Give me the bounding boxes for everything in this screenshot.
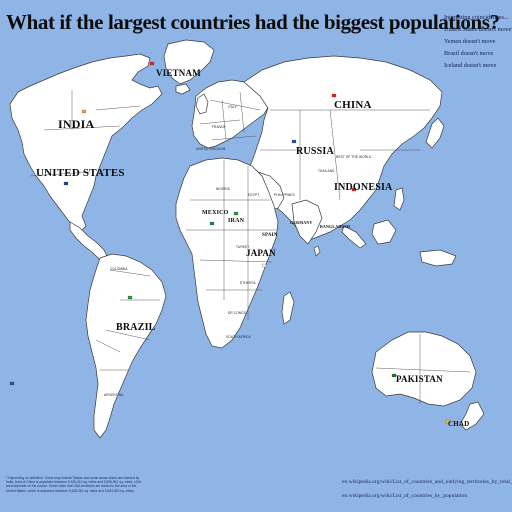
label-mexico: MEXICO bbox=[202, 210, 229, 216]
label-spain: SPAIN bbox=[262, 233, 278, 238]
label-iran: IRAN bbox=[228, 218, 245, 224]
label-france: FRANCE bbox=[212, 125, 226, 129]
flag-brazil bbox=[127, 295, 133, 300]
label-nigeria: NIGERIA bbox=[216, 187, 231, 191]
philippines-landmass bbox=[393, 187, 405, 211]
label-pakistan: PAKISTAN bbox=[396, 374, 443, 384]
label-congo: DR CONGO bbox=[228, 311, 247, 315]
label-south-africa: SOUTH AFRICA bbox=[226, 335, 252, 339]
europe-landmass bbox=[191, 79, 271, 149]
flag-pakistan bbox=[391, 373, 397, 378]
note-line: Brazil doesn't move bbox=[444, 50, 494, 57]
note-line: Yemen doesn't move bbox=[444, 38, 496, 45]
flag-china bbox=[331, 93, 337, 98]
source-link[interactable]: en.wikipedia.org/wiki/List_of_countries_… bbox=[342, 479, 512, 485]
label-egypt: EGYPT bbox=[248, 193, 259, 197]
label-united-states: UNITED STATES bbox=[36, 167, 125, 179]
flag-iceland bbox=[9, 381, 15, 386]
label-thailand: THAILAND bbox=[318, 169, 335, 173]
label-germany: GERMANY bbox=[290, 220, 313, 225]
flag-chad bbox=[445, 419, 451, 424]
label-bangladesh: BANGLADESH bbox=[320, 224, 351, 229]
sumatra-landmass bbox=[341, 225, 367, 249]
label-argentina: ARGENTINA bbox=[104, 393, 124, 397]
label-colombia: COLOMBIA bbox=[110, 267, 128, 271]
iceland-landmass bbox=[175, 83, 191, 95]
label-russia: RUSSIA bbox=[296, 146, 334, 157]
north-america-landmass bbox=[9, 53, 163, 233]
flag-usa bbox=[63, 181, 69, 186]
map-title: What if the largest countries had the bi… bbox=[6, 10, 500, 34]
label-uk: UNITED KINGDOM bbox=[196, 147, 226, 151]
sri-lanka-landmass bbox=[313, 245, 321, 257]
flag-vietnam bbox=[149, 61, 155, 66]
label-turkey: TURKEY bbox=[236, 245, 250, 249]
label-vietnam: VIETNAM bbox=[156, 68, 201, 78]
sources: en.wikipedia.org/wiki/List_of_countries_… bbox=[342, 475, 512, 503]
label-italy: ITALY bbox=[228, 105, 238, 109]
new-zealand-landmass bbox=[459, 401, 485, 431]
japan-landmass bbox=[425, 117, 445, 149]
borneo-landmass bbox=[371, 219, 397, 245]
label-japan: JAPAN bbox=[246, 248, 276, 258]
south-asia-landmass bbox=[291, 199, 323, 245]
label-rest-of-world: REST OF THE WORLD bbox=[336, 155, 372, 159]
note-line: Iceland doesn't move bbox=[444, 62, 497, 69]
label-china: CHINA bbox=[334, 99, 372, 111]
australia-landmass bbox=[371, 331, 477, 407]
note-line: United States doesn't move* bbox=[444, 26, 512, 33]
new-guinea-landmass bbox=[419, 249, 457, 267]
label-india: INDIA bbox=[58, 117, 94, 131]
south-america-landmass bbox=[85, 253, 167, 439]
label-philippines: PHILIPPINES bbox=[274, 193, 295, 197]
flag-india bbox=[81, 109, 87, 114]
flag-japan bbox=[261, 263, 267, 268]
central-america-landmass bbox=[69, 221, 109, 261]
label-brazil: BRAZIL bbox=[116, 322, 156, 333]
africa-landmass bbox=[175, 157, 279, 349]
asia-landmass bbox=[243, 55, 443, 241]
madagascar-landmass bbox=[281, 291, 295, 325]
flag-indonesia bbox=[351, 187, 357, 192]
flag-iran bbox=[233, 211, 239, 216]
notes-box: Interesting coincidences... United State… bbox=[444, 12, 512, 72]
flag-mexico bbox=[209, 221, 215, 226]
source-link[interactable]: en.wikipedia.org/wiki/List_of_countries_… bbox=[342, 493, 468, 499]
label-chad: CHAD bbox=[448, 420, 469, 428]
greenland-landmass bbox=[163, 39, 215, 85]
flag-markers bbox=[9, 61, 451, 424]
flag-russia bbox=[291, 139, 297, 144]
note-line: Interesting coincidences... bbox=[444, 14, 509, 21]
uk-landmass bbox=[195, 93, 209, 115]
label-indonesia: INDONESIA bbox=[334, 182, 393, 193]
footnote: * Depending on definition. China may inc… bbox=[6, 476, 141, 493]
country-borders bbox=[29, 90, 471, 404]
label-ethiopia: ETHIOPIA bbox=[240, 281, 256, 285]
